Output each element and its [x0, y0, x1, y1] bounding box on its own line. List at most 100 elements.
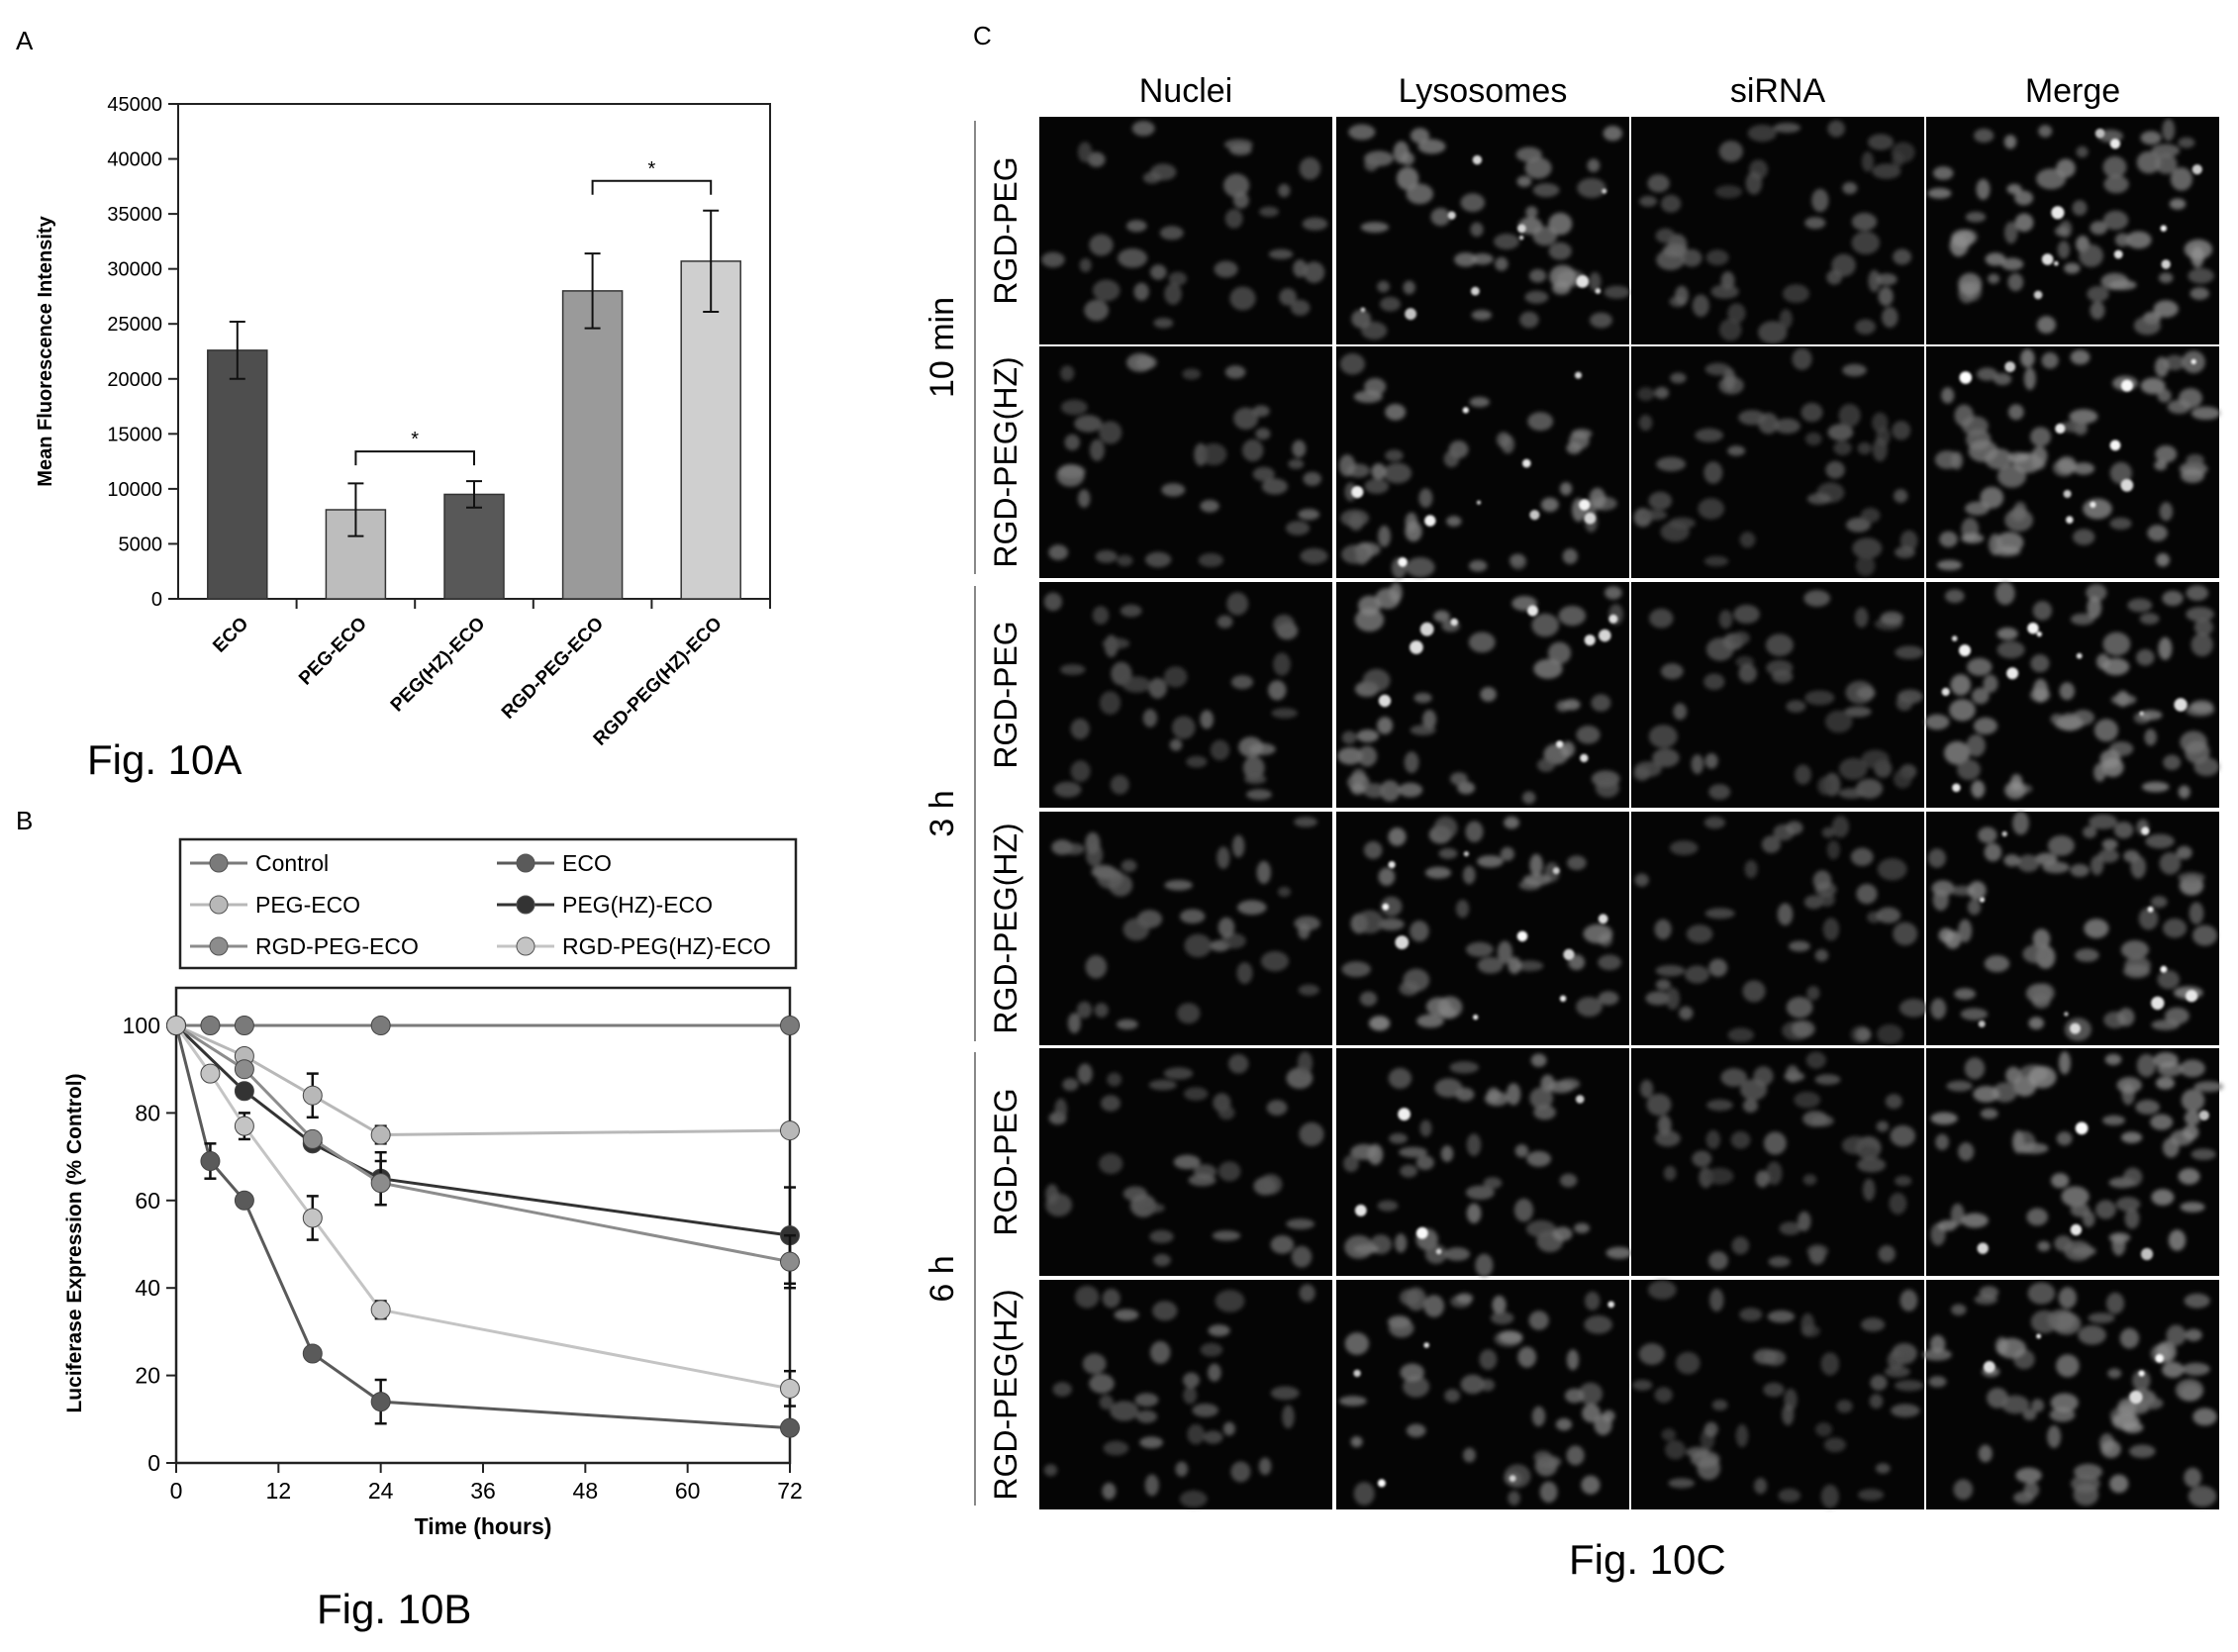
- cell-blob: [1980, 1108, 1998, 1119]
- bright-spot: [1476, 500, 1482, 505]
- cell-blob: [2153, 300, 2179, 318]
- cell-blob: [1077, 1063, 1093, 1085]
- data-point: [200, 1151, 221, 1172]
- cell-blob: [1144, 1474, 1159, 1497]
- cell-blob: [2057, 456, 2077, 474]
- cell-blob: [2124, 1208, 2140, 1229]
- x-tick-label-rgd-peg-eco: RGD-PEG-ECO: [498, 614, 608, 724]
- panel-b: B Control ECO PEG-ECO PEG(HZ)-ECO RGD-PEG-EC…: [16, 806, 803, 1632]
- bright-spot: [2113, 249, 2123, 259]
- cell-blob: [1517, 1346, 1537, 1368]
- cell-blob: [1820, 1352, 1840, 1376]
- y-tick-label: 20000: [107, 369, 162, 391]
- cell-blob: [1302, 217, 1328, 231]
- legend-box: [178, 837, 798, 970]
- cell-blob: [1603, 126, 1623, 142]
- line-chart-series: [166, 1016, 800, 1438]
- cell-blob: [2032, 678, 2049, 703]
- cell-blob: [1471, 310, 1493, 321]
- cell-blob: [1294, 817, 1317, 827]
- cell-blob: [1378, 867, 1396, 886]
- cell-blob: [2022, 944, 2051, 964]
- cell-blob: [1758, 321, 1788, 344]
- cell-blob: [1877, 1023, 1903, 1044]
- bright-spot: [2160, 225, 2167, 232]
- cell-blob: [1230, 1461, 1251, 1483]
- bright-spots: [1983, 1333, 2164, 1405]
- cell-blob: [1450, 772, 1468, 786]
- cell-blob: [1300, 547, 1328, 564]
- cell-blob: [1576, 997, 1603, 1018]
- cell-texture: [1639, 120, 1915, 344]
- cell-blob: [1754, 1478, 1768, 1495]
- bright-spot: [1382, 903, 1390, 911]
- cell-blob: [1951, 229, 1975, 248]
- cell-blob: [1419, 1119, 1432, 1137]
- cell-blob: [1203, 1430, 1223, 1444]
- cell-blob: [1380, 896, 1403, 917]
- cell-blob: [1400, 1289, 1420, 1307]
- cell-blob: [1183, 1386, 1198, 1405]
- y-tick-label: 80: [135, 1100, 160, 1125]
- cell-blob: [2010, 774, 2023, 791]
- cell-blob: [1286, 1218, 1315, 1229]
- cell-blob: [1389, 1132, 1408, 1144]
- cell-blob: [1268, 680, 1287, 701]
- y-tick-label: 30000: [107, 259, 162, 281]
- cell-blob: [2124, 956, 2151, 975]
- cell-blob: [1286, 521, 1311, 535]
- cell-blob: [1513, 1198, 1534, 1222]
- cell-blob: [1291, 1245, 1313, 1268]
- cell-blob: [1890, 1124, 1916, 1147]
- cell-blob: [2055, 226, 2069, 237]
- cell-blob: [1705, 1129, 1721, 1149]
- cell-blob: [1654, 919, 1672, 940]
- cell-blob: [1937, 1219, 1957, 1231]
- cell-blob: [1996, 640, 2025, 659]
- cell-blob: [2107, 1368, 2122, 1379]
- cell-blob: [2020, 348, 2035, 368]
- fig-10c-caption: Fig. 10C: [1569, 1536, 1726, 1583]
- cell-blob: [1824, 710, 1853, 733]
- cell-blob: [2037, 1240, 2051, 1252]
- cell-blob: [2090, 301, 2105, 320]
- y-tick-label: 0: [151, 589, 162, 611]
- cell-blob: [1244, 774, 1267, 785]
- cell-blob: [1223, 173, 1250, 198]
- cell-blob: [1779, 1221, 1801, 1235]
- bright-spot: [2151, 996, 2165, 1011]
- cell-blob: [2109, 517, 2132, 530]
- cell-blob: [1303, 261, 1325, 283]
- cell-blob: [1720, 1068, 1747, 1087]
- cell-blob: [2162, 590, 2184, 607]
- cell-blob: [1141, 1203, 1165, 1214]
- cell-blob: [1067, 1013, 1081, 1033]
- cell-blob: [1163, 1067, 1194, 1080]
- cell-blob: [1604, 285, 1630, 299]
- x-tick-label-eco: ECO: [209, 614, 252, 657]
- cell-blob: [1944, 740, 1971, 765]
- cell-blob: [1838, 757, 1868, 780]
- cell-blob: [2072, 462, 2095, 475]
- cell-blob: [2115, 1197, 2141, 1212]
- cell-blob: [1872, 437, 1888, 462]
- data-point: [780, 1251, 800, 1272]
- cell-blob: [1679, 1006, 1694, 1020]
- microscopy-grid: Nuclei Lysosomes siRNA Merge 10 min RGD-PEG RG…: [924, 72, 2224, 1509]
- cell-blob: [1223, 139, 1253, 150]
- cell-blob: [1854, 607, 1869, 628]
- cell-blob: [1833, 440, 1852, 455]
- cell-blob: [1823, 1437, 1846, 1453]
- cell-blob: [1497, 432, 1510, 448]
- cell-blob: [1288, 458, 1305, 469]
- cell-blob: [1733, 605, 1760, 624]
- cell-blob: [1338, 1396, 1367, 1407]
- cell-blob: [2102, 155, 2127, 178]
- cell-blob: [1665, 1439, 1686, 1460]
- cell-blob: [1547, 641, 1572, 664]
- cell-blob: [2156, 1076, 2175, 1090]
- cell-blob: [1714, 185, 1742, 199]
- cell-blob: [2001, 1395, 2030, 1414]
- cell-blob: [2155, 153, 2178, 174]
- bright-spot: [2155, 1354, 2164, 1363]
